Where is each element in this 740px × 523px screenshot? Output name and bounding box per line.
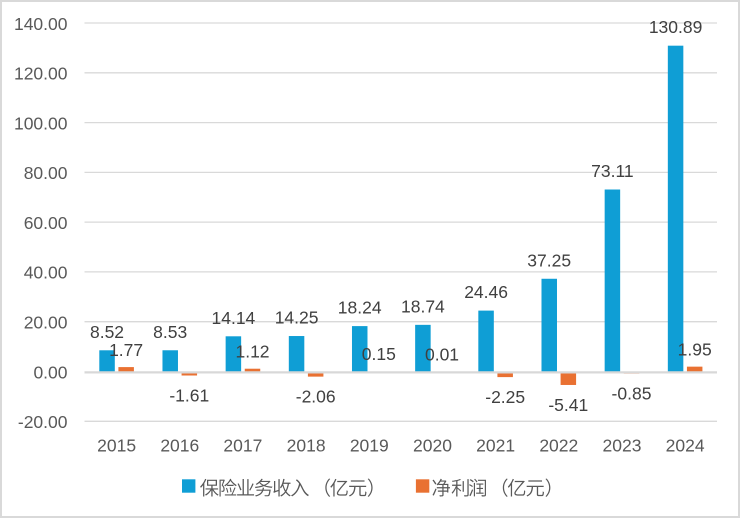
svg-text:130.89: 130.89 [649, 17, 703, 37]
svg-text:80.00: 80.00 [24, 163, 68, 183]
svg-text:18.24: 18.24 [338, 298, 382, 318]
svg-text:37.25: 37.25 [527, 250, 571, 270]
svg-text:2020: 2020 [413, 436, 452, 456]
svg-text:14.25: 14.25 [275, 308, 319, 328]
svg-text:-1.61: -1.61 [169, 386, 209, 406]
svg-text:-5.41: -5.41 [548, 395, 588, 415]
svg-text:1.95: 1.95 [678, 340, 712, 360]
svg-text:-2.06: -2.06 [296, 387, 336, 407]
svg-text:100.00: 100.00 [14, 113, 68, 133]
svg-text:2019: 2019 [350, 436, 389, 456]
svg-text:-20.00: -20.00 [18, 412, 68, 432]
svg-text:8.52: 8.52 [90, 322, 124, 342]
svg-text:1.12: 1.12 [235, 342, 269, 362]
svg-text:2023: 2023 [603, 436, 642, 456]
svg-text:2017: 2017 [223, 436, 262, 456]
svg-text:18.74: 18.74 [401, 296, 445, 316]
svg-text:24.46: 24.46 [464, 282, 508, 302]
svg-text:120.00: 120.00 [14, 64, 68, 84]
svg-text:60.00: 60.00 [24, 213, 68, 233]
svg-text:40.00: 40.00 [24, 263, 68, 283]
svg-text:0.00: 0.00 [33, 362, 67, 382]
svg-text:2024: 2024 [666, 436, 705, 456]
svg-text:-2.25: -2.25 [485, 387, 525, 407]
svg-text:-0.85: -0.85 [612, 384, 652, 404]
svg-text:140.00: 140.00 [14, 14, 68, 34]
svg-text:14.14: 14.14 [212, 308, 256, 328]
svg-text:1.77: 1.77 [109, 340, 143, 360]
svg-text:2022: 2022 [539, 436, 578, 456]
svg-text:2018: 2018 [287, 436, 326, 456]
svg-text:8.53: 8.53 [153, 322, 187, 342]
svg-text:2021: 2021 [476, 436, 515, 456]
svg-text:0.01: 0.01 [425, 345, 459, 365]
svg-text:73.11: 73.11 [591, 161, 634, 181]
svg-text:0.15: 0.15 [362, 344, 396, 364]
svg-text:20.00: 20.00 [24, 313, 68, 333]
svg-text:2016: 2016 [160, 436, 199, 456]
svg-text:2015: 2015 [97, 436, 136, 456]
